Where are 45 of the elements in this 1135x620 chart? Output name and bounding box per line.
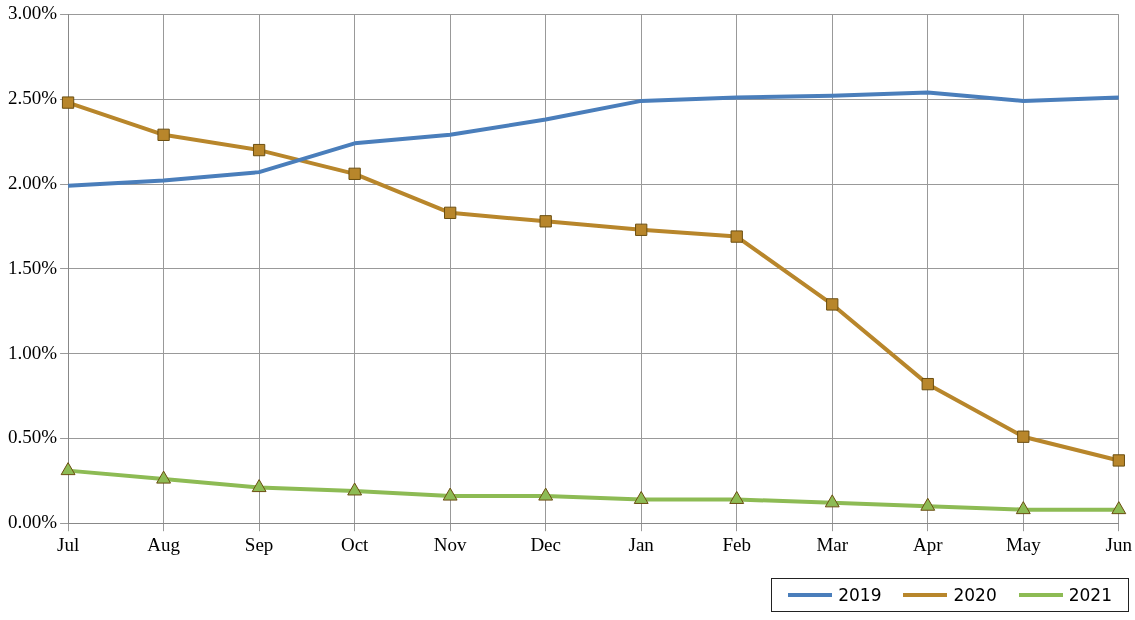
point — [444, 206, 457, 219]
x-tick-label: Apr — [912, 533, 944, 555]
point — [1111, 501, 1127, 515]
y-tick-label: 2.00% — [8, 171, 58, 193]
y-tick-label: 1.50% — [8, 256, 58, 278]
y-tick-label: 1.00% — [8, 341, 58, 363]
point — [1017, 430, 1030, 443]
point — [824, 494, 840, 508]
point — [442, 487, 458, 501]
x-tick-label: Dec — [530, 533, 561, 555]
x-tick-label: Jul — [56, 533, 80, 555]
x-tick-label: May — [1005, 533, 1042, 555]
legend-label: 2021 — [1068, 585, 1112, 605]
point — [920, 497, 936, 511]
x-tick-label: Aug — [147, 533, 181, 555]
point — [730, 230, 743, 243]
point — [539, 215, 552, 228]
point — [729, 490, 745, 504]
point — [347, 482, 363, 496]
x-tick-label: Feb — [722, 533, 751, 555]
point — [252, 143, 266, 157]
y-tick-label: 3.00% — [8, 2, 58, 24]
point — [251, 479, 267, 493]
point — [826, 298, 839, 311]
legend-label: 2020 — [953, 585, 997, 605]
y-tick-label: 0.50% — [8, 426, 58, 448]
point — [348, 167, 361, 180]
point — [538, 487, 554, 501]
point — [156, 470, 172, 484]
point — [921, 377, 934, 391]
x-tick-label: Sep — [244, 533, 274, 555]
x-tick-label: Oct — [340, 533, 370, 555]
point — [60, 462, 76, 476]
y-tick-label: 0.00% — [8, 511, 58, 533]
point — [1112, 454, 1125, 467]
x-tick-label: Jun — [1105, 533, 1133, 555]
point — [1015, 501, 1031, 515]
y-tick-label: 2.50% — [8, 87, 58, 109]
point — [157, 128, 170, 141]
x-tick-label: Jan — [628, 533, 655, 555]
point — [635, 223, 648, 236]
point — [633, 490, 649, 504]
legend-label: 2019 — [838, 585, 882, 605]
x-tick-label: Mar — [816, 533, 849, 555]
x-tick-label: Nov — [433, 533, 468, 555]
